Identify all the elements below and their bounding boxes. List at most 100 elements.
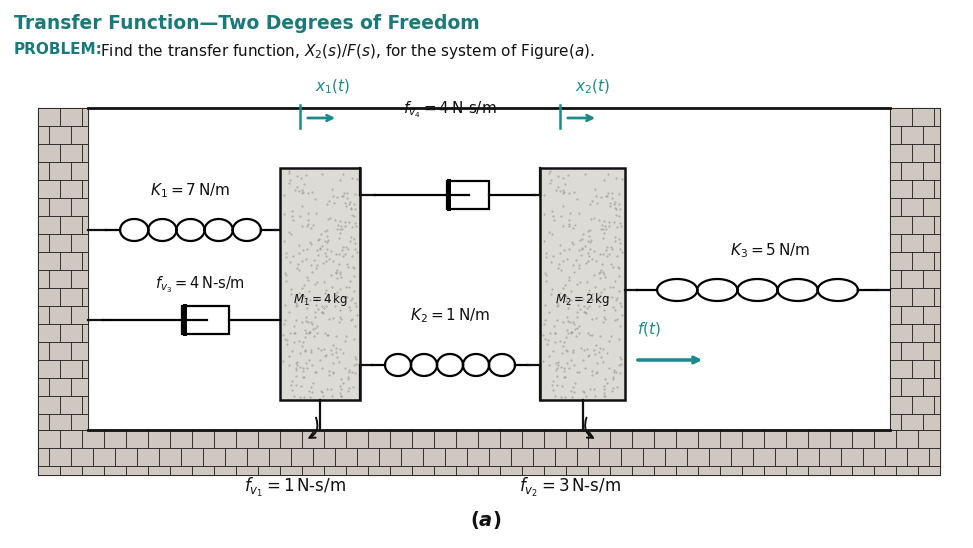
Bar: [181, 448, 203, 466]
Bar: [148, 430, 170, 448]
Bar: [71, 306, 88, 324]
Bar: [599, 448, 621, 466]
Bar: [38, 198, 49, 216]
Bar: [643, 448, 665, 466]
Text: $f_{v_4}=4\,\mathrm{N\text{-}s/m}$: $f_{v_4}=4\,\mathrm{N\text{-}s/m}$: [403, 99, 497, 120]
Bar: [934, 252, 940, 270]
Bar: [830, 466, 852, 475]
Bar: [49, 448, 71, 466]
Bar: [923, 162, 940, 180]
Bar: [912, 216, 934, 234]
Bar: [38, 414, 49, 430]
Bar: [934, 396, 940, 414]
Bar: [60, 216, 82, 234]
Bar: [38, 288, 60, 306]
Bar: [60, 252, 82, 270]
Bar: [456, 430, 478, 448]
Bar: [236, 466, 258, 475]
Bar: [38, 448, 49, 466]
Text: $\boldsymbol{(a)}$: $\boldsymbol{(a)}$: [470, 509, 502, 531]
Bar: [38, 306, 49, 324]
Bar: [621, 448, 643, 466]
Bar: [478, 430, 500, 448]
Bar: [60, 108, 82, 126]
Bar: [236, 430, 258, 448]
Bar: [764, 430, 786, 448]
Bar: [890, 234, 901, 252]
Bar: [357, 448, 379, 466]
Bar: [912, 360, 934, 378]
Bar: [38, 466, 60, 475]
Bar: [890, 414, 901, 430]
Bar: [82, 360, 88, 378]
Bar: [698, 466, 720, 475]
Bar: [540, 168, 625, 400]
Bar: [588, 430, 610, 448]
Bar: [82, 144, 88, 162]
Text: Transfer Function—Two Degrees of Freedom: Transfer Function—Two Degrees of Freedom: [14, 14, 480, 33]
Bar: [60, 360, 82, 378]
Bar: [890, 216, 912, 234]
Bar: [890, 288, 912, 306]
Bar: [912, 108, 934, 126]
Bar: [934, 288, 940, 306]
Bar: [890, 360, 912, 378]
Bar: [71, 448, 93, 466]
Text: $M_1 = 4\,\mathrm{kg}$: $M_1 = 4\,\mathrm{kg}$: [293, 292, 347, 309]
Bar: [511, 448, 533, 466]
Bar: [863, 448, 885, 466]
Bar: [335, 448, 357, 466]
Bar: [170, 430, 192, 448]
Bar: [522, 430, 544, 448]
Bar: [82, 180, 88, 198]
Bar: [225, 448, 247, 466]
Bar: [588, 466, 610, 475]
Bar: [60, 466, 82, 475]
Bar: [49, 414, 71, 430]
Text: $f_{v_3}=4\,\mathrm{N\text{-}s/m}$: $f_{v_3}=4\,\mathrm{N\text{-}s/m}$: [155, 275, 245, 295]
Bar: [923, 378, 940, 396]
Bar: [38, 144, 60, 162]
Bar: [500, 430, 522, 448]
Bar: [60, 430, 82, 448]
Bar: [890, 144, 912, 162]
Bar: [49, 162, 71, 180]
Bar: [890, 342, 901, 360]
Bar: [890, 162, 901, 180]
Bar: [676, 466, 698, 475]
Bar: [934, 108, 940, 126]
Bar: [489, 448, 511, 466]
Bar: [890, 270, 901, 288]
Bar: [610, 466, 632, 475]
Bar: [901, 342, 923, 360]
Bar: [912, 288, 934, 306]
Text: $f(t)$: $f(t)$: [637, 320, 661, 338]
Bar: [742, 466, 764, 475]
Bar: [786, 466, 808, 475]
Bar: [907, 448, 929, 466]
Text: $x_1(t)$: $x_1(t)$: [315, 78, 350, 96]
Bar: [38, 396, 60, 414]
Bar: [923, 342, 940, 360]
Bar: [445, 448, 467, 466]
Bar: [533, 448, 555, 466]
Bar: [38, 180, 60, 198]
Bar: [934, 180, 940, 198]
Bar: [280, 430, 302, 448]
Bar: [82, 108, 88, 126]
Bar: [852, 466, 874, 475]
Bar: [555, 448, 577, 466]
Text: $x_2(t)$: $x_2(t)$: [575, 78, 610, 96]
Bar: [912, 252, 934, 270]
Bar: [901, 414, 923, 430]
Bar: [934, 216, 940, 234]
Bar: [890, 180, 912, 198]
Bar: [38, 108, 60, 126]
Bar: [71, 162, 88, 180]
Bar: [786, 430, 808, 448]
Bar: [912, 396, 934, 414]
Bar: [775, 448, 797, 466]
Bar: [890, 324, 912, 342]
Bar: [698, 430, 720, 448]
Bar: [60, 396, 82, 414]
